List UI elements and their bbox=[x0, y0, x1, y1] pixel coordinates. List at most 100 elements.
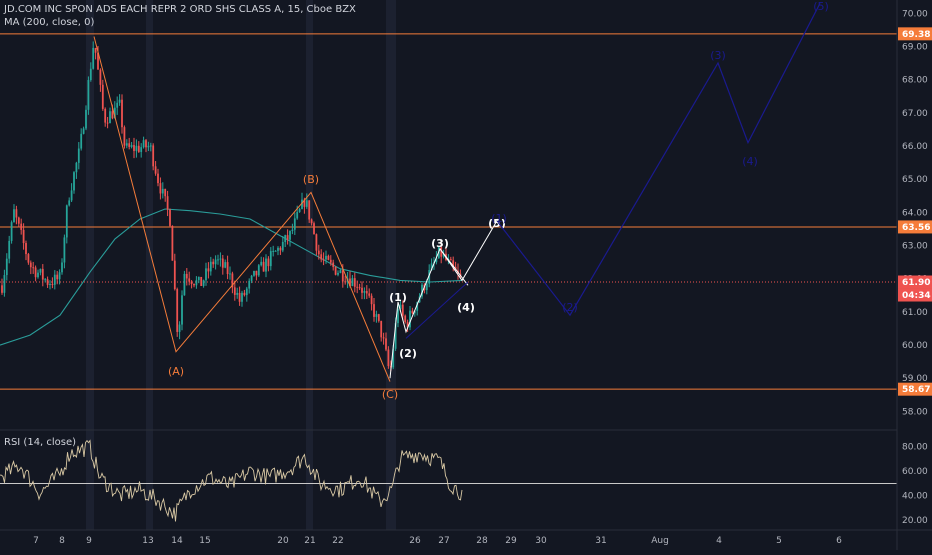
candle-body bbox=[363, 291, 366, 293]
candle-body bbox=[197, 276, 200, 281]
candle-body bbox=[32, 267, 35, 269]
wave-label-1: (1) bbox=[389, 291, 407, 304]
candle-body bbox=[214, 259, 217, 265]
candle-body bbox=[313, 223, 315, 235]
candle-body bbox=[334, 266, 337, 275]
candle-body bbox=[104, 108, 107, 123]
candle-body bbox=[221, 258, 224, 268]
candle-body bbox=[257, 265, 260, 276]
candle-body bbox=[413, 310, 416, 314]
time-tick-label: 6 bbox=[836, 536, 842, 546]
candle-body bbox=[361, 287, 363, 293]
candle-body bbox=[27, 254, 30, 263]
candle-body bbox=[106, 122, 109, 124]
candle-body bbox=[365, 291, 368, 294]
candle-body bbox=[44, 279, 47, 281]
candle-body bbox=[8, 240, 11, 259]
candle-body bbox=[349, 278, 351, 286]
time-tick-label: 20 bbox=[277, 536, 289, 546]
candle-body bbox=[135, 145, 138, 151]
candle-body bbox=[428, 270, 431, 284]
time-tick-label: 31 bbox=[595, 536, 606, 546]
time-tick-label: 8 bbox=[59, 536, 65, 546]
time-tick-label: 29 bbox=[505, 536, 517, 546]
wave-label-a: (A) bbox=[168, 365, 184, 378]
candle-body bbox=[289, 231, 291, 240]
candle-body bbox=[140, 147, 143, 152]
candle-body bbox=[169, 209, 171, 226]
candle-body bbox=[394, 323, 397, 349]
candle-body bbox=[183, 273, 186, 296]
price-tick-label: 60.00 bbox=[902, 341, 928, 351]
candle-body bbox=[332, 262, 335, 267]
countdown-tag bbox=[898, 288, 932, 302]
time-tick-label: 30 bbox=[535, 536, 547, 546]
candle-body bbox=[164, 188, 167, 197]
price-tick-label: 61.00 bbox=[902, 308, 928, 318]
candle-body bbox=[161, 188, 164, 194]
candle-body bbox=[226, 262, 229, 275]
candle-body bbox=[382, 337, 385, 339]
candle-body bbox=[10, 222, 13, 241]
wave-label-2: (2) bbox=[399, 347, 417, 360]
candle-body bbox=[298, 208, 301, 212]
candle-body bbox=[92, 47, 95, 69]
candle-body bbox=[53, 274, 56, 285]
candle-body bbox=[250, 275, 253, 281]
candle-body bbox=[274, 250, 277, 252]
candle-body bbox=[238, 292, 241, 302]
candle-body bbox=[351, 278, 354, 286]
candle-body bbox=[399, 304, 402, 309]
candle-body bbox=[128, 143, 131, 147]
candle-body bbox=[41, 268, 44, 280]
candle-body bbox=[178, 324, 181, 332]
wave-label-3: (3) bbox=[431, 237, 449, 250]
candle-body bbox=[25, 243, 27, 255]
channel-line bbox=[405, 281, 469, 339]
candle-body bbox=[61, 262, 63, 273]
candle-body bbox=[241, 292, 243, 302]
candle-body bbox=[356, 286, 359, 288]
candle-body bbox=[320, 254, 323, 260]
candle-body bbox=[224, 262, 227, 268]
candle-body bbox=[145, 140, 147, 148]
candle-body bbox=[229, 273, 231, 275]
session-band bbox=[86, 0, 94, 530]
candle-body bbox=[322, 259, 325, 261]
candle-body bbox=[248, 280, 251, 289]
candle-body bbox=[293, 218, 296, 230]
candle-body bbox=[267, 258, 270, 267]
time-tick-label: 15 bbox=[199, 536, 210, 546]
candle-body bbox=[87, 80, 90, 110]
candle-body bbox=[166, 196, 169, 210]
rsi-tick-label: 40.00 bbox=[902, 492, 928, 502]
candle-body bbox=[385, 338, 387, 350]
wave-label-4: (4) bbox=[457, 301, 475, 314]
candle-body bbox=[193, 284, 195, 286]
candle-body bbox=[435, 258, 438, 263]
candle-body bbox=[5, 258, 8, 276]
candle-body bbox=[279, 247, 282, 251]
candle-body bbox=[277, 247, 279, 251]
candle-body bbox=[1, 285, 3, 293]
moving-average-line bbox=[0, 208, 463, 346]
candle-body bbox=[152, 145, 155, 167]
current-price-tag-text: 61.90 bbox=[902, 278, 930, 288]
candle-body bbox=[209, 261, 212, 272]
candle-body bbox=[29, 262, 32, 268]
candle-body bbox=[440, 247, 443, 257]
candle-body bbox=[245, 288, 248, 296]
time-tick-label: 13 bbox=[142, 536, 153, 546]
level-price-tag bbox=[898, 382, 932, 396]
candle-body bbox=[339, 270, 342, 273]
candle-body bbox=[401, 304, 404, 316]
candle-body bbox=[370, 295, 373, 305]
wave-label-b: (B) bbox=[303, 173, 319, 186]
projection-label-2: (2) bbox=[562, 301, 578, 314]
candle-body bbox=[111, 111, 114, 119]
time-tick-label: 21 bbox=[304, 536, 315, 546]
candle-body bbox=[373, 304, 375, 317]
candle-body bbox=[243, 292, 246, 296]
